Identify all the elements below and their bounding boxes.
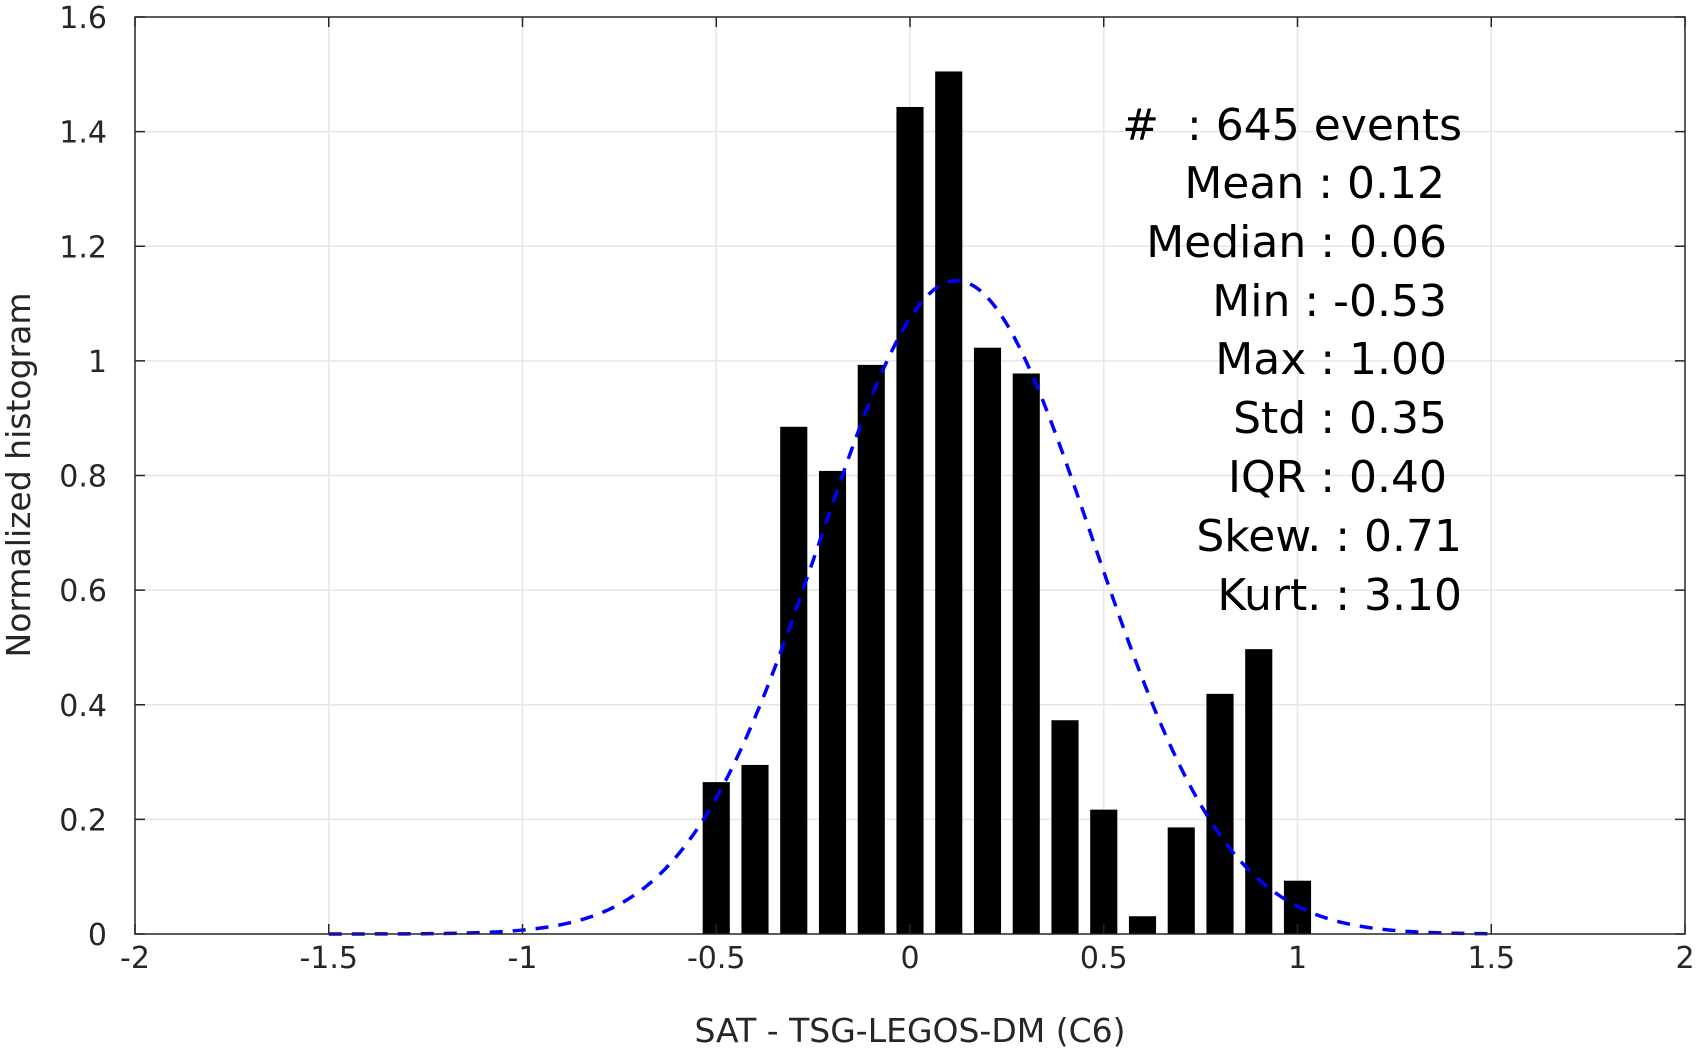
y-tick-label-7: 1.4 (59, 116, 107, 151)
x-tick-label-6: 1 (1288, 941, 1307, 976)
y-tick-label-8: 1.6 (59, 1, 107, 36)
histogram-bars (702, 71, 1312, 935)
histogram-bar-9 (1051, 720, 1079, 934)
x-tick-label-0: -2 (120, 941, 150, 976)
y-tick-label-6: 1.2 (59, 230, 107, 265)
histogram-bar-13 (1206, 693, 1234, 934)
x-tick-label-7: 1.5 (1467, 941, 1515, 976)
histogram-bar-12 (1167, 827, 1195, 934)
x-tick-label-1: -1.5 (299, 941, 358, 976)
histogram-bar-14 (1245, 649, 1273, 934)
histogram-bar-5 (896, 106, 924, 935)
stat-median: Median : 0.06 (1146, 217, 1447, 268)
stat-mean: Mean : 0.12 (1184, 158, 1445, 209)
x-tick-label-5: 0.5 (1080, 941, 1128, 976)
x-tick-label-3: -0.5 (687, 941, 746, 976)
histogram-bar-0 (702, 782, 730, 934)
x-tick-labels: -2 -1.5 -1 -0.5 0 0.5 1 1.5 2 (120, 941, 1695, 976)
y-axis-label: Normalized histogram (0, 293, 38, 658)
x-tick-label-2: -1 (508, 941, 538, 976)
stat-events: # : 645 events (1122, 100, 1462, 151)
y-tick-label-3: 0.6 (59, 574, 107, 609)
y-tick-label-4: 0.8 (59, 460, 107, 495)
stat-iqr: IQR : 0.40 (1228, 452, 1447, 503)
y-tick-label-2: 0.4 (59, 689, 107, 724)
stats-box: # : 645 events Mean : 0.12 Median : 0.06… (1122, 100, 1462, 621)
histogram-bar-8 (1012, 373, 1040, 934)
histogram-bar-7 (973, 347, 1002, 934)
histogram-bar-10 (1090, 809, 1118, 934)
x-tick-label-8: 2 (1675, 941, 1694, 976)
histogram-bar-1 (741, 764, 769, 934)
x-axis-label: SAT - TSG-LEGOS-DM (C6) (695, 1011, 1126, 1050)
stat-skew: Skew. : 0.71 (1196, 511, 1462, 562)
stat-max: Max : 1.00 (1215, 334, 1447, 385)
y-tick-labels: 0 0.2 0.4 0.6 0.8 1 1.2 1.4 1.6 (59, 1, 107, 953)
axes (134, 16, 1686, 935)
stat-kurt: Kurt. : 3.10 (1217, 570, 1462, 621)
histogram-bar-11 (1128, 916, 1157, 934)
y-tick-label-0: 0 (88, 918, 107, 953)
y-tick-label-1: 0.2 (59, 803, 107, 838)
stat-min: Min : -0.53 (1212, 276, 1447, 327)
stat-std: Std : 0.35 (1233, 393, 1447, 444)
histogram-bar-6 (935, 71, 963, 934)
histogram-bar-4 (857, 364, 885, 935)
histogram-bar-2 (780, 426, 808, 934)
histogram-bar-3 (818, 470, 847, 934)
y-tick-label-5: 1 (88, 345, 107, 380)
x-tick-label-4: 0 (900, 941, 919, 976)
